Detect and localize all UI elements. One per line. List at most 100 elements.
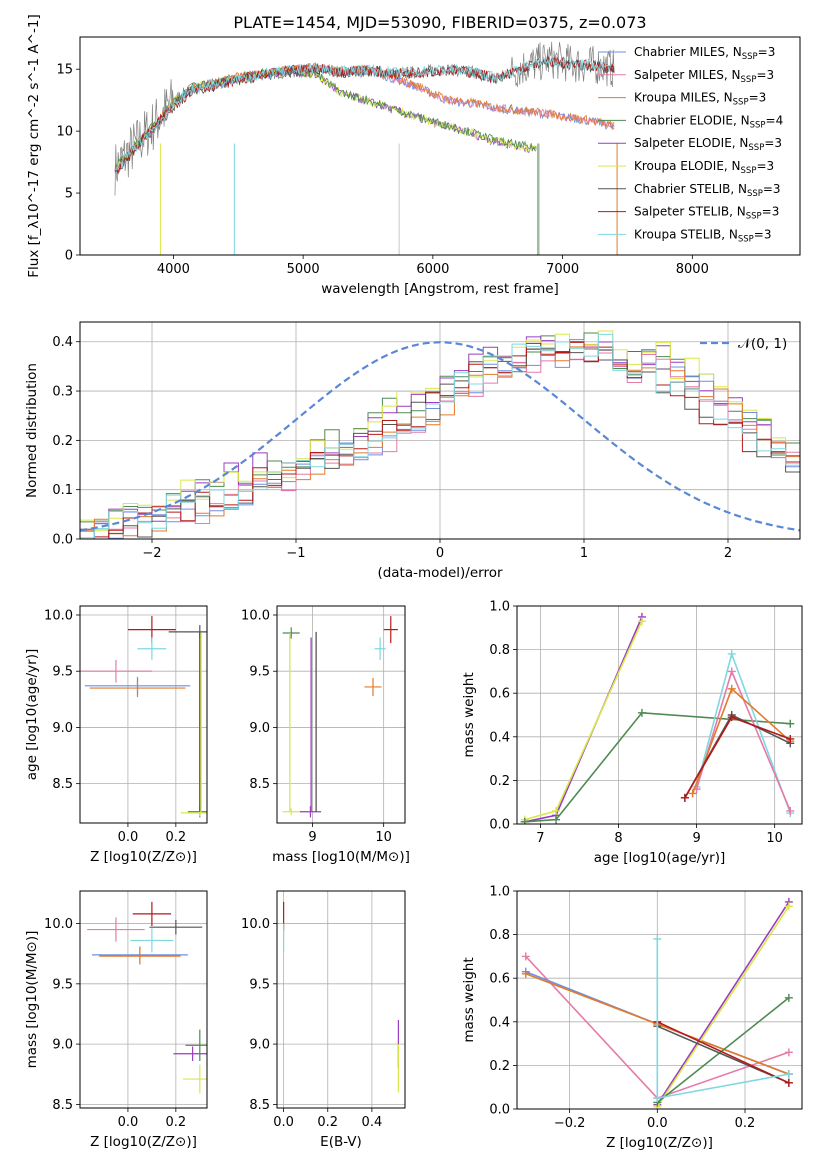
plus-marker	[727, 649, 736, 658]
line-salpeter-elodie	[656, 901, 790, 1106]
massweight_age-ytick-label: 0.0	[489, 818, 510, 833]
mass_EBV-ytick-label: 9.0	[249, 1038, 270, 1053]
massweight_age-axes	[513, 605, 802, 828]
massweight_Z-frame	[516, 890, 803, 1110]
errorbar-point	[130, 928, 174, 953]
massweight_Z-ytick-label: 0.2	[489, 1059, 510, 1074]
age_mass-ytick-label: 10.0	[241, 608, 270, 623]
residuals-ytick-label: 0.1	[52, 483, 73, 498]
line-chabrier-elodie	[524, 711, 791, 823]
plus-marker	[552, 815, 561, 824]
age_Z-frame	[79, 605, 208, 824]
age_mass-frame	[276, 605, 406, 824]
errorbar-point	[185, 1029, 207, 1061]
mass_EBV-ytick-label: 9.5	[249, 977, 270, 992]
age_Z-xtick-label: 0.2	[166, 830, 187, 845]
spectrum-lines	[114, 41, 618, 255]
massweight_Z-xtick-label: −0.2	[554, 1116, 586, 1131]
line-kroupa-elodie	[656, 905, 790, 1108]
massweight_Z-ylabel: mass weight	[461, 957, 477, 1042]
massweight_age-lines	[520, 612, 795, 824]
mass_EBV-xlabel: E(B-V)	[320, 1134, 362, 1150]
errorbar-point	[132, 901, 172, 926]
plus-marker	[653, 1094, 662, 1103]
plus-marker	[727, 684, 736, 693]
mass_Z-ylabel: mass [log10(M/M⊙)]	[24, 931, 40, 1069]
residuals-ytick-label: 0.4	[52, 335, 73, 350]
mass_Z-ytick-label: 9.5	[52, 977, 73, 992]
massweight_age-frame	[516, 605, 803, 825]
massweight_Z-xtick-label: 0.0	[647, 1116, 668, 1131]
model-spectrum-kroupa-stelib	[114, 56, 615, 171]
massweight_age-ytick-label: 0.8	[489, 643, 510, 658]
legend-entry: Chabrier MILES, NSSP=3	[634, 45, 775, 62]
age_mass-points	[282, 616, 398, 818]
massweight_age-xtick-label: 10	[766, 831, 783, 846]
normal-curve	[80, 341, 800, 532]
residuals-ytick-label: 0.2	[52, 434, 73, 449]
age_Z-ytick-label: 9.5	[52, 665, 73, 680]
mass_Z-points	[87, 901, 207, 1094]
mass_EBV-xtick-label: 0.0	[273, 1115, 294, 1130]
plus-marker	[688, 789, 697, 798]
massweight_Z-ytick-label: 0.4	[489, 1015, 510, 1030]
mass_EBV-ytick-label: 10.0	[241, 917, 270, 932]
legend-entry: Salpeter MILES, NSSP=3	[634, 68, 774, 85]
legend-entry: Kroupa MILES, NSSP=3	[634, 91, 766, 108]
age_mass-ytick-label: 9.0	[249, 721, 270, 736]
age_Z-ylabel: age [log10(age/yr)]	[24, 649, 40, 781]
massweight_Z-xlabel: Z [log10(Z/Z⊙)]	[606, 1135, 713, 1151]
massweight_Z-xtick-label: 0.2	[735, 1116, 756, 1131]
residuals-xtick-label: 1	[580, 546, 588, 561]
spectrum-xtick-label: 4000	[157, 262, 190, 277]
hist-kroupa-stelib	[80, 333, 800, 539]
massweight_age-xlabel: age [log10(age/yr)]	[594, 850, 726, 866]
age_mass-xlabel: mass [log10(M/M⊙)]	[272, 849, 410, 865]
massweight_Z-ytick-label: 1.0	[489, 885, 510, 900]
plus-marker	[784, 1048, 793, 1057]
mass_EBV-xtick-label: 0.4	[362, 1115, 383, 1130]
errorbar-point	[383, 616, 398, 644]
mass_EBV-points	[283, 901, 399, 1093]
mass_Z-ytick-label: 10.0	[44, 917, 73, 932]
legend-entry: Kroupa ELODIE, NSSP=3	[634, 159, 774, 176]
spectrum-title: PLATE=1454, MJD=53090, FIBERID=0375, z=0…	[233, 13, 646, 32]
plus-marker	[520, 817, 529, 824]
residuals-axes	[76, 322, 800, 543]
plus-marker	[637, 708, 646, 717]
plus-marker	[521, 952, 530, 961]
massweight_Z-ytick-label: 0.0	[489, 1103, 510, 1118]
age_Z-ytick-label: 8.5	[52, 777, 73, 792]
massweight_age-ytick-label: 0.6	[489, 687, 510, 702]
legend-entry: Chabrier ELODIE, NSSP=4	[634, 113, 783, 130]
errorbar-point	[137, 637, 167, 660]
errorbar-point	[374, 637, 386, 660]
mass_Z-ytick-label: 9.0	[52, 1038, 73, 1053]
massweight_Z-lines	[521, 897, 793, 1109]
massweight_Z-ytick-label: 0.8	[489, 928, 510, 943]
plus-marker	[637, 617, 646, 626]
line-kroupa-elodie	[524, 620, 643, 821]
residuals-ytick-label: 0.3	[52, 385, 73, 400]
massweight_age-xtick-label: 9	[692, 831, 700, 846]
plus-marker	[786, 806, 795, 815]
errorbar-point	[183, 1064, 207, 1094]
age_Z-ytick-label: 9.0	[52, 721, 73, 736]
age_Z-points	[80, 616, 207, 818]
mass_EBV-ytick-label: 8.5	[249, 1098, 270, 1113]
errorbar-point	[173, 1046, 207, 1061]
residuals-ylabel: Normed distribution	[24, 363, 40, 498]
spectrum-ytick-label: 5	[65, 187, 73, 202]
spectrum-ylabel: Flux [f_λ10^-17 erg cm^-2 s^-1 A^-1]	[26, 14, 42, 277]
plus-marker	[727, 713, 736, 722]
spectrum-ytick-label: 0	[65, 249, 73, 264]
massweight_age-xtick-label: 8	[614, 831, 622, 846]
plus-marker	[552, 806, 561, 815]
plus-marker	[727, 667, 736, 676]
mass_EBV-frame	[276, 890, 406, 1109]
residuals-xlabel: (data-model)/error	[377, 565, 503, 581]
errorbar-point	[299, 806, 322, 818]
age_Z-xtick-label: 0.0	[118, 830, 139, 845]
massweight_age-ytick-label: 0.2	[489, 774, 510, 789]
